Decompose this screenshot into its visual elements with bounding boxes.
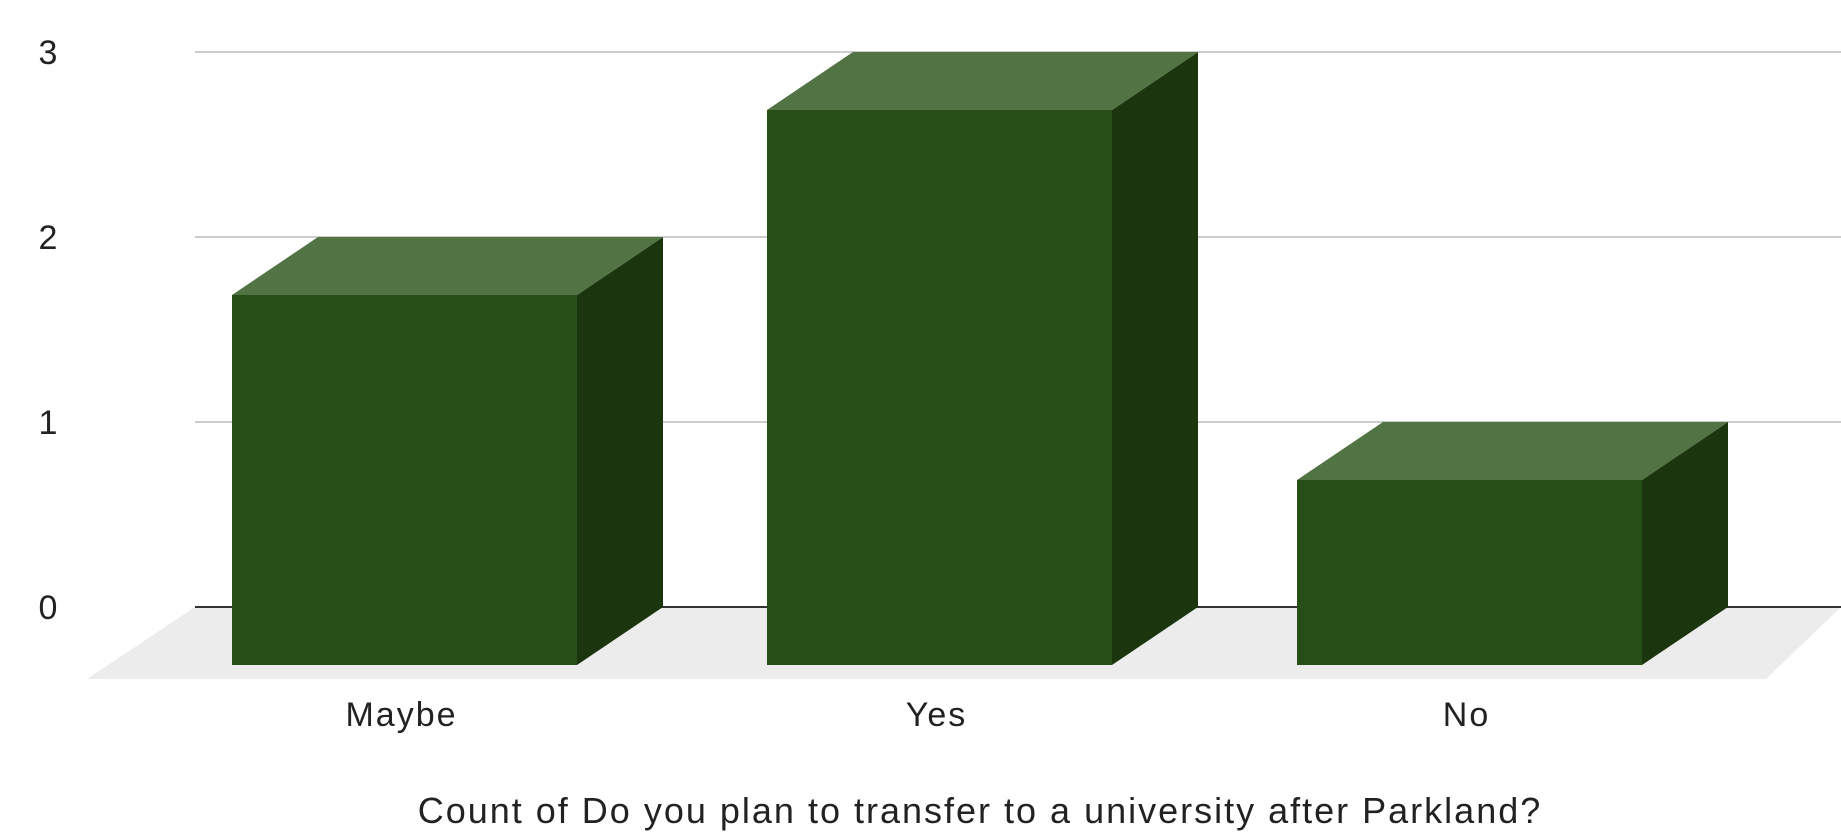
bar-side-face <box>1112 52 1198 665</box>
y-tick-label: 0 <box>39 589 58 627</box>
y-tick-label: 2 <box>39 219 58 257</box>
bar-maybe <box>232 237 663 665</box>
bar-side-face <box>577 237 663 665</box>
bar-front-face <box>232 295 577 665</box>
bar-front-face <box>767 110 1112 665</box>
bar-side-face <box>1642 422 1728 665</box>
bar-yes <box>767 52 1198 665</box>
bar-top-face <box>767 52 1198 110</box>
bar-no <box>1297 422 1728 665</box>
bars-layer <box>232 52 1728 665</box>
bar-top-face <box>232 237 663 295</box>
bar-front-face <box>1297 480 1642 665</box>
x-tick-label-maybe: Maybe <box>345 696 457 734</box>
y-tick-label: 3 <box>39 34 58 72</box>
y-axis-tick-labels: 0 1 2 3 <box>39 34 58 627</box>
x-tick-label-yes: Yes <box>906 696 967 734</box>
x-axis-category-labels: Maybe Yes No <box>345 696 1490 734</box>
bar-top-face <box>1297 422 1728 480</box>
x-tick-label-no: No <box>1443 696 1490 734</box>
x-axis-title: Count of Do you plan to transfer to a un… <box>418 790 1543 831</box>
y-tick-label: 1 <box>39 404 58 442</box>
